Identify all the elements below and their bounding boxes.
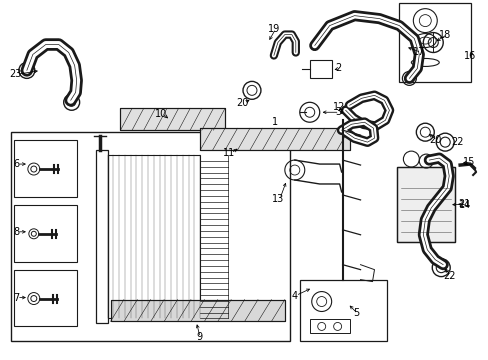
Text: 22: 22	[450, 137, 463, 147]
Text: 18: 18	[438, 30, 450, 40]
Bar	[14, 140, 77, 197]
Bar	[14, 270, 77, 327]
Bar	[200, 128, 349, 150]
Text: 2: 2	[335, 63, 341, 73]
Bar	[309, 319, 349, 333]
Bar	[110, 300, 285, 321]
Text: 9: 9	[196, 332, 202, 342]
Bar	[299, 280, 386, 341]
Text: 14: 14	[458, 200, 470, 210]
Text: 20: 20	[236, 98, 248, 108]
Text: 22: 22	[442, 271, 455, 281]
Text: 13: 13	[271, 194, 284, 204]
Text: 16: 16	[463, 51, 475, 62]
Bar	[14, 205, 77, 262]
Bar	[397, 167, 454, 242]
Bar	[95, 150, 107, 323]
Text: 12: 12	[332, 102, 345, 112]
Text: 8: 8	[13, 227, 19, 237]
Bar	[107, 155, 200, 319]
Text: 5: 5	[353, 309, 359, 319]
Bar	[120, 108, 224, 130]
Bar	[397, 167, 454, 242]
Text: 1: 1	[271, 117, 278, 127]
Text: 20: 20	[428, 135, 441, 145]
Text: 23: 23	[9, 69, 21, 80]
Bar	[200, 128, 349, 150]
Bar	[110, 300, 285, 321]
Bar	[399, 3, 470, 82]
Text: 7: 7	[13, 293, 19, 302]
Text: 21: 21	[457, 199, 469, 209]
Text: 17: 17	[412, 48, 425, 58]
Text: 4: 4	[291, 291, 297, 301]
Text: 19: 19	[267, 24, 280, 33]
Bar	[309, 60, 331, 78]
Bar	[120, 108, 224, 130]
Text: 6: 6	[13, 159, 19, 169]
Text: 11: 11	[223, 148, 235, 158]
Text: 3: 3	[335, 107, 341, 117]
Bar	[11, 132, 289, 341]
Text: 15: 15	[462, 157, 474, 167]
Text: 10: 10	[155, 109, 167, 119]
Bar	[222, 302, 229, 319]
